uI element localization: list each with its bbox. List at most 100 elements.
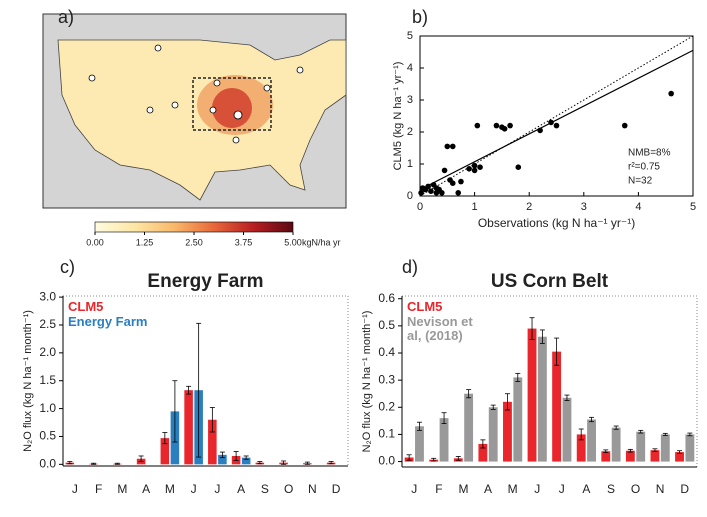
y-axis-label: N₂O flux (kg N ha⁻¹ month⁻¹) <box>361 311 373 453</box>
panel-label: b) <box>412 7 428 27</box>
x-tick-label: M <box>117 482 127 496</box>
x-tick-label: M <box>165 482 175 496</box>
site <box>209 106 217 114</box>
point <box>474 122 481 129</box>
x-tick-label: S <box>261 482 269 496</box>
y-tick-label: 3.0 <box>39 289 56 303</box>
panel-label: a) <box>58 7 74 27</box>
bar <box>587 419 596 462</box>
y-tick-label: 0 <box>407 190 413 202</box>
y-tick-label: 2.5 <box>39 317 56 331</box>
chart-title: US Corn Belt <box>491 271 609 292</box>
site <box>154 44 162 52</box>
x-tick-label: J <box>214 482 220 496</box>
colorbar-tick-label: 0.00 <box>86 237 104 247</box>
x-tick-label: O <box>284 482 293 496</box>
bar <box>537 336 547 462</box>
bar <box>576 434 586 462</box>
colorbar-tick-label: 2.50 <box>185 237 203 247</box>
site <box>233 110 243 120</box>
y-axis-label: CLM5 (kg N ha⁻¹ yr⁻¹) <box>392 62 404 171</box>
x-tick-label: J <box>534 482 540 496</box>
legend-entry: Nevison et al, (2018) <box>407 314 473 343</box>
x-tick-label: 1 <box>472 201 478 213</box>
y-tick-label: 0.5 <box>39 429 56 443</box>
x-tick-label: 5 <box>690 201 696 213</box>
colorbar <box>94 221 294 233</box>
bar <box>208 419 217 465</box>
bar <box>513 377 523 462</box>
us-land <box>57 39 347 201</box>
site <box>296 66 304 74</box>
y-tick-label: 0.6 <box>378 291 395 305</box>
bar <box>464 393 474 462</box>
x-tick-label: F <box>435 482 442 496</box>
x-tick-label: 2 <box>526 201 532 213</box>
one-to-one-line <box>419 35 694 197</box>
bar <box>503 401 512 462</box>
x-tick-label: D <box>332 482 341 496</box>
bar <box>636 431 646 462</box>
colorbar-tick-label: 3.75 <box>235 237 253 247</box>
plot-frame <box>419 35 694 197</box>
panel-label: c) <box>60 257 75 277</box>
colorbar-unit: kgN/ha yr <box>302 237 341 247</box>
bar <box>488 407 498 462</box>
y-tick-label: 4 <box>407 62 413 74</box>
x-tick-label: J <box>559 482 565 496</box>
site <box>88 74 96 82</box>
point <box>515 164 522 170</box>
x-tick-label: M <box>508 482 518 496</box>
bar <box>241 457 251 465</box>
y-tick-label: 0.2 <box>378 399 395 413</box>
legend-entry: CLM5 <box>407 299 443 314</box>
y-tick-label: 1.0 <box>39 401 56 415</box>
x-tick-label: O <box>631 482 640 496</box>
site <box>213 79 221 87</box>
x-tick-label: J <box>72 482 78 496</box>
y-tick-label: 1.5 <box>39 373 56 387</box>
panel-label: d) <box>402 257 418 277</box>
point <box>477 164 483 170</box>
point <box>449 180 456 186</box>
y-tick-label: 1 <box>407 158 413 170</box>
x-tick-label: J <box>411 482 417 496</box>
bar <box>685 434 695 462</box>
point <box>433 185 440 191</box>
y-axis-label: N₂O flux (kg N ha⁻¹ month⁻¹) <box>22 310 34 452</box>
annotation: NMB=8% <box>628 148 671 159</box>
bar <box>218 454 227 465</box>
fit-line <box>419 49 694 191</box>
point <box>444 143 451 150</box>
bar <box>478 443 488 462</box>
x-tick-label: 4 <box>635 201 641 213</box>
y-tick-label: 2.0 <box>39 345 56 359</box>
bar <box>527 328 537 462</box>
x-tick-label: D <box>680 482 689 496</box>
sites <box>88 44 304 144</box>
y-tick-label: 0.3 <box>378 372 395 386</box>
legend-entry: CLM5 <box>68 299 104 314</box>
site <box>171 101 179 109</box>
y-tick-label: 2 <box>407 126 413 138</box>
site <box>232 136 240 144</box>
bar <box>660 434 670 462</box>
y-tick-label: 0.0 <box>39 456 56 470</box>
chart-title: Energy Farm <box>147 271 263 292</box>
bar <box>439 418 449 462</box>
y-tick-label: 3 <box>407 94 413 106</box>
point <box>501 126 508 132</box>
point <box>441 167 448 174</box>
annotation: r²=0.75 <box>628 162 660 173</box>
x-tick-label: 0 <box>417 201 423 213</box>
x-tick-label: A <box>582 482 590 496</box>
colorbar-tick-label: 5.00 <box>284 237 302 247</box>
x-tick-label: S <box>607 482 615 496</box>
x-axis-label: Observations (kg N ha⁻¹ yr⁻¹) <box>478 216 635 230</box>
y-tick-label: 5 <box>407 30 413 42</box>
point <box>466 166 472 172</box>
point <box>449 143 456 150</box>
y-tick-label: 0.5 <box>378 318 395 332</box>
